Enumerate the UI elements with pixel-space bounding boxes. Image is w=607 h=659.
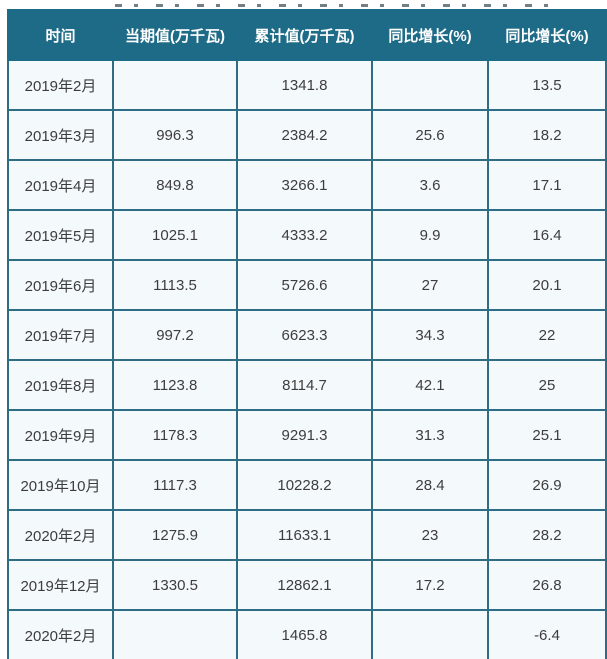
cell-value: 11633.1 xyxy=(236,509,373,561)
cell-value: 1330.5 xyxy=(112,559,238,611)
cell-value xyxy=(112,59,238,111)
table-row: 2019年6月 1113.5 5726.6 27 20.1 xyxy=(7,259,607,311)
cell-value: -6.4 xyxy=(487,609,607,659)
table-row: 2019年12月 1330.5 12862.1 17.2 26.8 xyxy=(7,559,607,611)
cell-value: 997.2 xyxy=(112,309,238,361)
cell-value: 996.3 xyxy=(112,109,238,161)
table-body: 2019年2月 1341.8 13.5 2019年3月 996.3 2384.2 25.6 1… xyxy=(7,59,607,659)
table-header: 时间 当期值(万千瓦) 累计值(万千瓦) 同比增长(%) 同比增长(%) xyxy=(7,9,607,61)
table-row: 2020年2月 1275.9 11633.1 23 28.2 xyxy=(7,509,607,561)
cell-value: 34.3 xyxy=(371,309,489,361)
table-row: 2019年8月 1123.8 8114.7 42.1 25 xyxy=(7,359,607,411)
table-row: 2019年4月 849.8 3266.1 3.6 17.1 xyxy=(7,159,607,211)
cell-value: 26.8 xyxy=(487,559,607,611)
cell-time: 2019年3月 xyxy=(7,109,114,161)
cell-value: 17.1 xyxy=(487,159,607,211)
cell-value: 1341.8 xyxy=(236,59,373,111)
column-header: 累计值(万千瓦) xyxy=(236,9,373,61)
table-row: 2019年3月 996.3 2384.2 25.6 18.2 xyxy=(7,109,607,161)
cell-value: 3.6 xyxy=(371,159,489,211)
cell-value: 1117.3 xyxy=(112,459,238,511)
cell-value: 1275.9 xyxy=(112,509,238,561)
cell-value: 18.2 xyxy=(487,109,607,161)
cell-value: 17.2 xyxy=(371,559,489,611)
table-row: 2019年2月 1341.8 13.5 xyxy=(7,59,607,111)
cell-time: 2019年8月 xyxy=(7,359,114,411)
cell-value: 28.4 xyxy=(371,459,489,511)
cell-value: 4333.2 xyxy=(236,209,373,261)
cell-value: 26.9 xyxy=(487,459,607,511)
cell-value: 849.8 xyxy=(112,159,238,211)
table-row: 2019年7月 997.2 6623.3 34.3 22 xyxy=(7,309,607,361)
table-row: 2019年10月 1117.3 10228.2 28.4 26.9 xyxy=(7,459,607,511)
cell-time: 2019年5月 xyxy=(7,209,114,261)
cell-value: 10228.2 xyxy=(236,459,373,511)
column-header: 当期值(万千瓦) xyxy=(112,9,238,61)
column-header: 同比增长(%) xyxy=(487,9,607,61)
cell-value: 27 xyxy=(371,259,489,311)
cell-value: 13.5 xyxy=(487,59,607,111)
cell-value: 16.4 xyxy=(487,209,607,261)
cell-value: 1123.8 xyxy=(112,359,238,411)
cell-time: 2019年12月 xyxy=(7,559,114,611)
cell-time: 2019年6月 xyxy=(7,259,114,311)
cell-value: 22 xyxy=(487,309,607,361)
cell-value: 8114.7 xyxy=(236,359,373,411)
cell-value xyxy=(371,59,489,111)
cell-value xyxy=(371,609,489,659)
cell-value xyxy=(112,609,238,659)
cell-value: 9291.3 xyxy=(236,409,373,461)
cell-value: 1025.1 xyxy=(112,209,238,261)
cell-value: 42.1 xyxy=(371,359,489,411)
cell-value: 1113.5 xyxy=(112,259,238,311)
cell-time: 2020年2月 xyxy=(7,609,114,659)
table-row: 2019年5月 1025.1 4333.2 9.9 16.4 xyxy=(7,209,607,261)
cell-time: 2019年4月 xyxy=(7,159,114,211)
cell-value: 25.6 xyxy=(371,109,489,161)
cell-value: 1465.8 xyxy=(236,609,373,659)
cell-value: 3266.1 xyxy=(236,159,373,211)
cell-value: 23 xyxy=(371,509,489,561)
column-header: 同比增长(%) xyxy=(371,9,489,61)
cell-value: 28.2 xyxy=(487,509,607,561)
cell-value: 1178.3 xyxy=(112,409,238,461)
cell-time: 2019年7月 xyxy=(7,309,114,361)
cell-time: 2019年2月 xyxy=(7,59,114,111)
monthly-values-table: 时间 当期值(万千瓦) 累计值(万千瓦) 同比增长(%) 同比增长(%) 2019年2月… xyxy=(7,9,607,659)
cell-time: 2019年10月 xyxy=(7,459,114,511)
cell-time: 2019年9月 xyxy=(7,409,114,461)
cell-value: 31.3 xyxy=(371,409,489,461)
cell-value: 5726.6 xyxy=(236,259,373,311)
cell-value: 20.1 xyxy=(487,259,607,311)
cropped-title-fragment xyxy=(0,0,607,9)
header-row: 时间 当期值(万千瓦) 累计值(万千瓦) 同比增长(%) 同比增长(%) xyxy=(7,9,607,61)
cell-value: 9.9 xyxy=(371,209,489,261)
table-row: 2020年2月 1465.8 -6.4 xyxy=(7,609,607,659)
cell-value: 6623.3 xyxy=(236,309,373,361)
cell-time: 2020年2月 xyxy=(7,509,114,561)
cell-value: 2384.2 xyxy=(236,109,373,161)
table-row: 2019年9月 1178.3 9291.3 31.3 25.1 xyxy=(7,409,607,461)
column-header: 时间 xyxy=(7,9,114,61)
cell-value: 25.1 xyxy=(487,409,607,461)
cell-value: 12862.1 xyxy=(236,559,373,611)
cell-value: 25 xyxy=(487,359,607,411)
